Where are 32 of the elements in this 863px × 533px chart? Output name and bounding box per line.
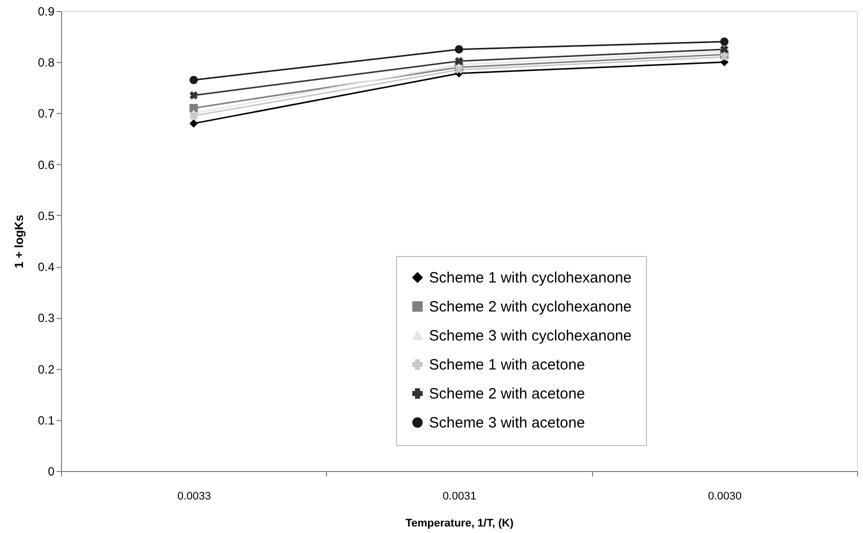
x-tick-label: 0.0031 <box>442 490 476 502</box>
x-axis-title: Temperature, 1/T, (K) <box>406 518 514 530</box>
point <box>189 76 198 84</box>
y-tick-label: 0.9 <box>38 4 55 18</box>
y-tick-label: 0.6 <box>38 158 55 172</box>
point <box>189 119 198 128</box>
y-tick-label: 0 <box>48 464 55 478</box>
y-tick-label: 0.3 <box>38 311 55 326</box>
point <box>454 56 464 66</box>
legend-label: Scheme 3 with cyclohexanone <box>429 328 632 344</box>
point <box>190 112 198 120</box>
point <box>454 45 464 54</box>
y-tick-label: 0.5 <box>38 208 55 223</box>
point <box>189 104 198 112</box>
legend-label: Scheme 2 with acetone <box>429 386 585 402</box>
legend-label: Scheme 1 with cyclohexanone <box>429 270 632 286</box>
x-tick-label: 0.0033 <box>177 490 211 502</box>
legend-label: Scheme 2 with cyclohexanone <box>429 298 632 316</box>
x-tick-label: 0.0030 <box>708 490 742 502</box>
y-tick-label: 0.7 <box>38 106 55 121</box>
y-axis-title: 1 + logKs <box>12 214 26 268</box>
y-tick-label: 0.4 <box>38 260 55 274</box>
legend-label: Scheme 3 with acetone <box>429 414 585 432</box>
y-tick-label: 0.1 <box>38 413 55 428</box>
point <box>720 37 729 46</box>
point <box>454 66 464 74</box>
y-tick-label: 0.2 <box>38 362 55 376</box>
point <box>190 91 198 100</box>
legend-label: Scheme 1 with acetone <box>429 356 585 374</box>
y-tick-label: 0.8 <box>38 56 55 70</box>
point <box>720 45 728 54</box>
point <box>720 52 728 62</box>
